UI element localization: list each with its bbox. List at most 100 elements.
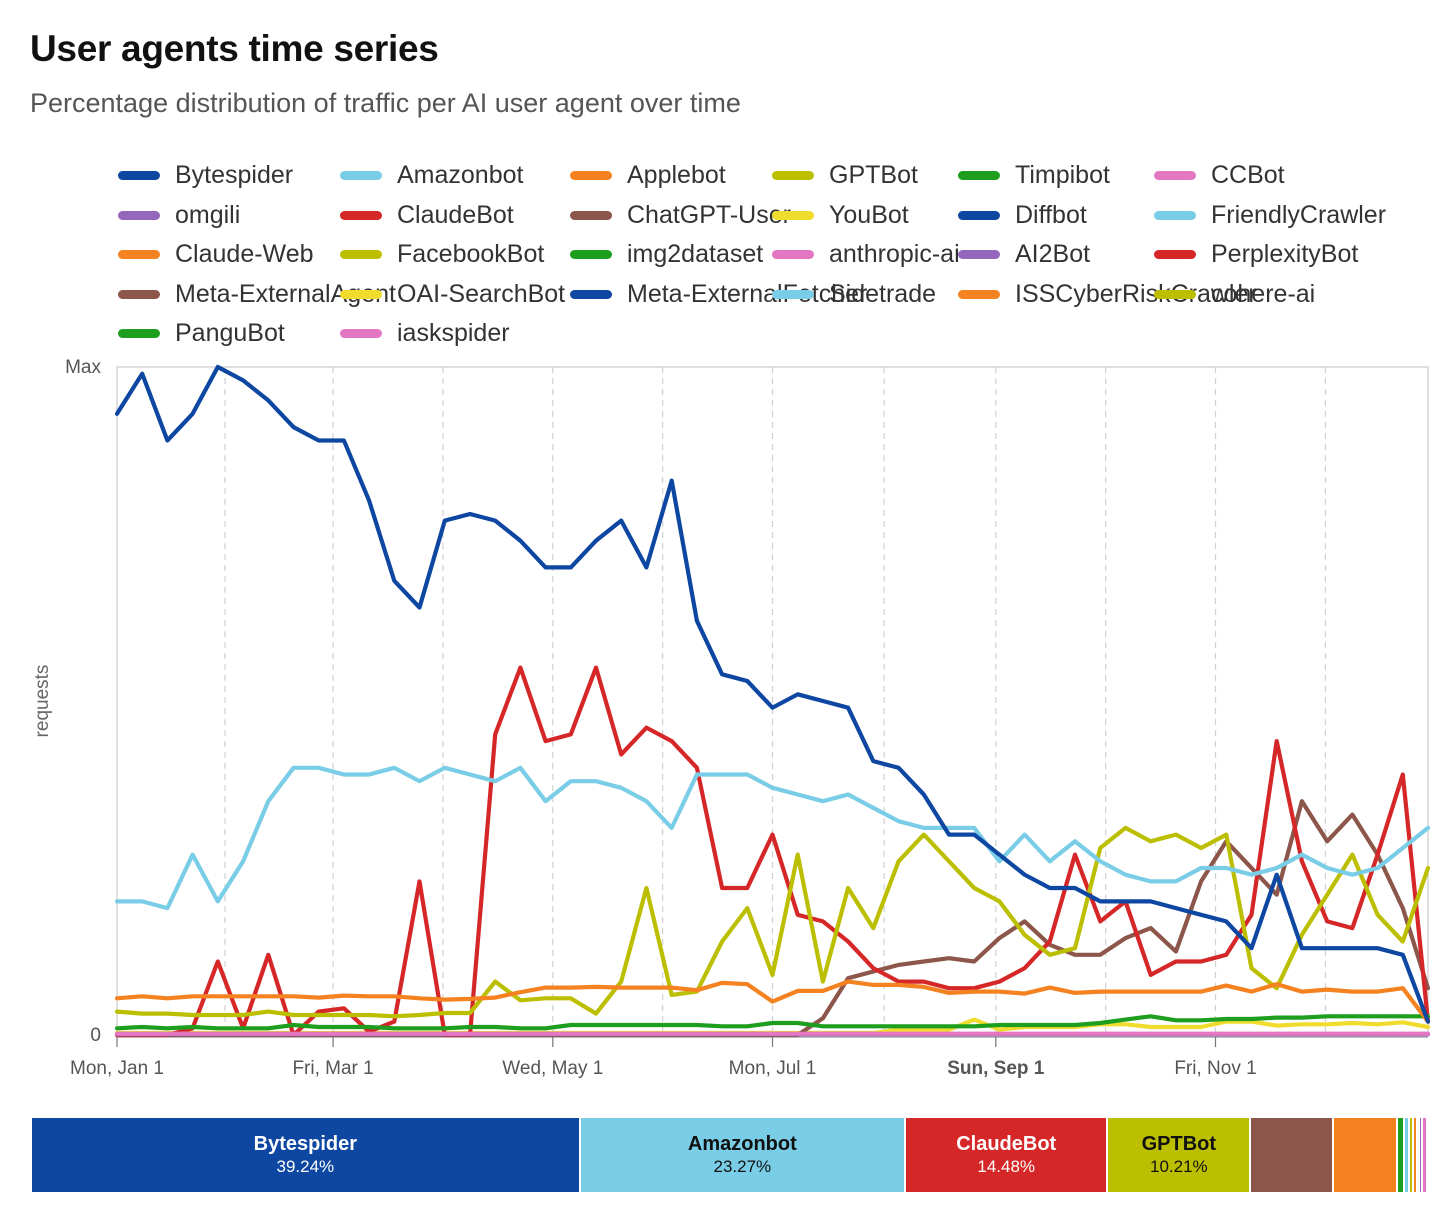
share-segment[interactable] — [1414, 1118, 1418, 1192]
x-tick-label: Fri, Nov 1 — [1174, 1058, 1256, 1079]
legend-swatch — [570, 289, 612, 299]
legend-label: YouBot — [829, 200, 909, 229]
share-segment-amazonbot[interactable]: Amazonbot 23.27% — [580, 1118, 906, 1192]
legend-swatch — [118, 210, 160, 220]
legend-label: GPTBot — [829, 161, 918, 190]
legend-item-omgili[interactable]: omgili — [118, 201, 240, 230]
legend-label: PerplexityBot — [1211, 240, 1359, 269]
x-tick-label: Wed, May 1 — [502, 1058, 603, 1079]
legend-label: Applebot — [627, 161, 726, 190]
legend-item-pangubot[interactable]: PanguBot — [118, 319, 285, 348]
legend-label: ChatGPT-User — [627, 200, 791, 229]
legend-label: Timpibot — [1015, 161, 1110, 190]
legend-swatch — [340, 210, 382, 220]
legend-swatch — [570, 250, 612, 260]
series-line-gptbot — [114, 825, 1431, 1019]
legend-item-friendlycrawler[interactable]: FriendlyCrawler — [1154, 201, 1386, 230]
x-tick-label: Sun, Sep 1 — [947, 1058, 1045, 1079]
legend-item-img2dataset[interactable]: img2dataset — [570, 240, 763, 269]
legend-item-perplexitybot[interactable]: PerplexityBot — [1154, 240, 1358, 269]
legend-label: img2dataset — [627, 240, 764, 269]
legend-row: Claude-Web FacebookBot img2dataset anthropi… — [118, 235, 1418, 275]
share-segment-percent: 10.21% — [1149, 1157, 1208, 1176]
legend-swatch — [1154, 171, 1196, 181]
legend-swatch — [1154, 210, 1196, 220]
legend-swatch — [570, 171, 612, 181]
legend-item-sidetrade[interactable]: Sidetrade — [772, 280, 936, 309]
legend-label: Meta-ExternalFetcher — [627, 279, 868, 308]
legend-item-meta-externalfetcher[interactable]: Meta-ExternalFetcher — [570, 280, 867, 309]
share-segment[interactable] — [1398, 1118, 1405, 1192]
legend-swatch — [958, 171, 1000, 181]
legend-item-cohere-ai[interactable]: cohere-ai — [1154, 280, 1315, 309]
legend-item-oai-searchbot[interactable]: OAI-SearchBot — [340, 280, 565, 309]
x-tick-label: Mon, Jan 1 — [70, 1058, 164, 1079]
legend-swatch — [958, 289, 1000, 299]
legend-swatch — [118, 171, 160, 181]
share-segment-claudebot[interactable]: ClaudeBot 14.48% — [906, 1118, 1109, 1192]
share-segment-gptbot[interactable]: GPTBot 10.21% — [1108, 1118, 1252, 1192]
legend-item-youbot[interactable]: YouBot — [772, 201, 909, 230]
legend-swatch — [958, 250, 1000, 260]
legend-item-amazonbot[interactable]: Amazonbot — [340, 161, 523, 190]
legend-swatch — [340, 171, 382, 181]
legend-item-claudebot[interactable]: ClaudeBot — [340, 201, 514, 230]
legend-swatch — [340, 289, 382, 299]
y-tick-label: 0 — [90, 1025, 101, 1046]
legend-item-anthropic-ai[interactable]: anthropic-ai — [772, 240, 960, 269]
legend-label: AI2Bot — [1015, 240, 1091, 269]
series-line-timpibot — [114, 1014, 1431, 1031]
legend-item-ai2bot[interactable]: AI2Bot — [958, 240, 1090, 269]
legend-label: Bytespider — [175, 161, 294, 190]
legend-row: omgili ClaudeBot ChatGPT-User YouBot Diffbot… — [118, 196, 1418, 236]
legend-item-ccbot[interactable]: CCBot — [1154, 161, 1285, 190]
legend-swatch — [118, 250, 160, 260]
series-line-applebot — [114, 979, 1431, 1024]
legend-label: Amazonbot — [397, 161, 524, 190]
share-segment-percent: 23.27% — [713, 1157, 772, 1176]
legend-swatch — [958, 210, 1000, 220]
legend-item-diffbot[interactable]: Diffbot — [958, 201, 1087, 230]
share-segment-percent: 14.48% — [977, 1157, 1036, 1176]
legend-swatch — [340, 329, 382, 339]
legend-swatch — [118, 289, 160, 299]
legend-item-chatgpt-user[interactable]: ChatGPT-User — [570, 201, 791, 230]
legend-label: ISSCyberRiskCrawler — [1015, 279, 1257, 308]
legend-label: omgili — [175, 200, 241, 229]
legend-label: iaskspider — [397, 319, 510, 348]
legend-label: OAI-SearchBot — [397, 279, 566, 308]
legend-item-timpibot[interactable]: Timpibot — [958, 161, 1110, 190]
share-segment[interactable] — [1409, 1118, 1415, 1192]
share-segment[interactable] — [1420, 1118, 1424, 1192]
legend-item-claude-web[interactable]: Claude-Web — [118, 240, 314, 269]
legend-swatch — [570, 210, 612, 220]
share-segment-name: ClaudeBot — [956, 1133, 1057, 1155]
legend-item-facebookbot[interactable]: FacebookBot — [340, 240, 544, 269]
legend-label: PanguBot — [175, 319, 285, 348]
share-segment[interactable] — [1423, 1118, 1426, 1192]
share-segment[interactable] — [1417, 1118, 1421, 1192]
share-segment[interactable] — [1251, 1118, 1334, 1192]
chart-title: User agents time series — [30, 28, 439, 69]
legend-item-applebot[interactable]: Applebot — [570, 161, 726, 190]
legend-item-bytespider[interactable]: Bytespider — [118, 161, 293, 190]
legend-label: FriendlyCrawler — [1211, 200, 1387, 229]
share-segment-name: GPTBot — [1141, 1133, 1217, 1155]
share-segment-bytespider[interactable]: Bytespider 39.24% — [32, 1118, 581, 1192]
x-tick-label: Mon, Jul 1 — [729, 1058, 817, 1079]
legend-swatch — [1154, 250, 1196, 260]
legend-label: Claude-Web — [175, 240, 314, 269]
legend-item-gptbot[interactable]: GPTBot — [772, 161, 918, 190]
legend-label: ClaudeBot — [397, 200, 514, 229]
legend-swatch — [772, 210, 814, 220]
series-lines — [114, 364, 1431, 1038]
legend-label: CCBot — [1211, 161, 1285, 190]
share-segment[interactable] — [1404, 1118, 1410, 1192]
legend-item-isscyberriskcrawler[interactable]: ISSCyberRiskCrawler — [958, 280, 1257, 309]
share-segment[interactable] — [1333, 1118, 1398, 1192]
legend-item-iaskspider[interactable]: iaskspider — [340, 319, 510, 348]
share-segment-name: Amazonbot — [687, 1133, 797, 1155]
legend-label: anthropic-ai — [829, 240, 960, 269]
line-chart: Mon, Jan 1 Fri, Mar 1 Wed, May 1 Mon, Jul 1… — [32, 357, 1431, 1079]
share-segment-percent: 39.24% — [276, 1157, 335, 1176]
